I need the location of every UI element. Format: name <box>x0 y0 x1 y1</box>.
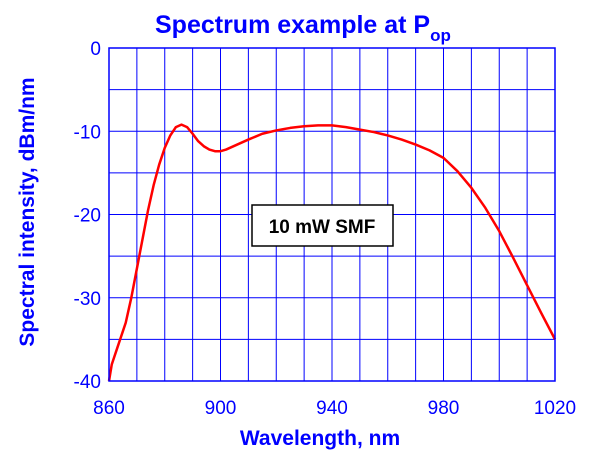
annotation-box: 10 mW SMF <box>251 204 394 247</box>
y-tick-label: -30 <box>74 289 101 310</box>
y-tick-label: -40 <box>74 372 101 393</box>
chart-title-subscript: op <box>430 26 451 45</box>
x-tick-label: 900 <box>205 398 237 419</box>
plot-frame <box>108 47 556 382</box>
y-axis-label: Spectral intensity, dBm/nm <box>16 77 39 346</box>
x-tick-label: 860 <box>93 398 125 419</box>
chart-title-main: Spectrum example at P <box>155 11 430 39</box>
y-tick-label: 0 <box>90 39 101 60</box>
x-tick-label: 940 <box>316 398 348 419</box>
x-axis-label: Wavelength, nm <box>240 427 400 450</box>
y-tick-label: -10 <box>74 122 101 143</box>
x-tick-label: 980 <box>428 398 460 419</box>
y-axis-ticks: 0 -10 -20 -30 -40 <box>74 39 101 393</box>
y-tick-label: -20 <box>74 206 101 227</box>
annotation-text: 10 mW SMF <box>269 217 376 238</box>
series-layer <box>107 123 557 382</box>
chart-title: Spectrum example at Pop <box>155 11 451 45</box>
x-axis-ticks: 860 900 940 980 1020 <box>93 398 576 419</box>
grid <box>109 48 555 381</box>
series-line <box>107 123 557 382</box>
x-tick-label: 1020 <box>534 398 576 419</box>
